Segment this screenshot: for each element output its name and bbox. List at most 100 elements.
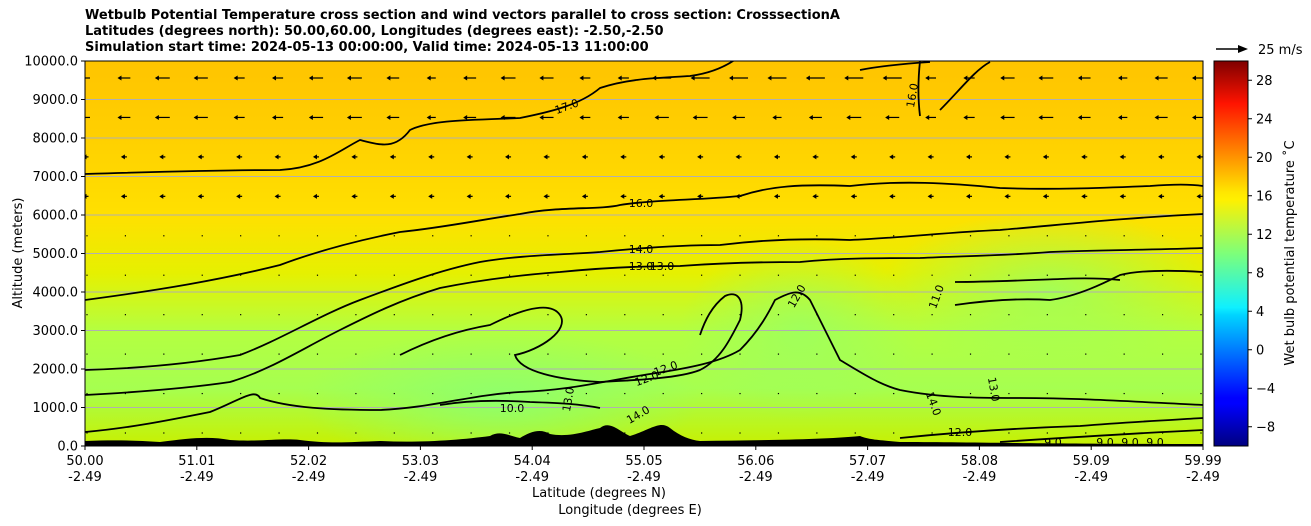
x-tick-label-lat: 56.06: [737, 454, 774, 469]
contour-label: 14.0: [629, 243, 654, 256]
x-tick-label-lon: -2.49: [515, 470, 549, 485]
x-tick-label-lat: 53.03: [402, 454, 439, 469]
wind-vector: [889, 154, 896, 160]
quiver-key-arrowhead-icon: [1238, 45, 1248, 53]
wind-vector: [1118, 114, 1128, 120]
wind-vector: [539, 75, 554, 81]
wind-vector: [850, 154, 857, 160]
colorbar-gradient: [1213, 60, 1249, 447]
contour-label: 10.0: [500, 402, 525, 415]
wind-vector: [197, 154, 204, 160]
x-tick-label-lon: -2.49: [68, 470, 102, 485]
wind-vector: [120, 193, 127, 199]
x-tick-label-lat: 52.02: [290, 454, 327, 469]
contour-line-10: [439, 399, 601, 409]
wind-vector: [966, 154, 973, 160]
wind-vector: [1042, 154, 1049, 160]
wind-vector: [927, 193, 934, 199]
wind-vector: [1192, 114, 1203, 120]
x-tick-label-lon: -2.49: [1186, 470, 1220, 485]
wind-vector: [885, 114, 900, 120]
colorbar-tick-label: −4: [1256, 382, 1275, 397]
wind-vector: [617, 114, 629, 120]
y-tick-label: 0.0: [57, 440, 78, 455]
wind-vector: [85, 116, 90, 119]
contour-label: 12.0: [948, 426, 973, 439]
y-tick-label: 4000.0: [33, 286, 79, 301]
contour-line-11: [954, 269, 1203, 306]
wind-vector: [1119, 154, 1126, 160]
wind-vector: [1038, 114, 1054, 120]
wind-vector: [1119, 193, 1126, 199]
colorbar-tick-label: −8: [1256, 420, 1275, 435]
wind-vector: [1081, 193, 1088, 199]
wind-vector: [1154, 114, 1168, 120]
wind-vector: [1000, 114, 1015, 120]
wind-vector: [351, 154, 358, 160]
wind-vector: [654, 114, 669, 120]
x-tick-label-lat: 59.99: [1184, 454, 1221, 469]
contour-line-9: [899, 417, 1203, 439]
x-tick-label-lat: 59.09: [1073, 454, 1110, 469]
x-tick-label-lon: -2.49: [1074, 470, 1108, 485]
wind-vector: [1038, 75, 1054, 81]
wind-vector: [193, 75, 208, 81]
wind-vector: [773, 193, 780, 199]
wind-vector: [925, 75, 937, 81]
wind-vector: [85, 77, 90, 79]
wind-vector: [1158, 154, 1165, 160]
contour-line-12-inner: [399, 293, 743, 383]
wind-vector: [1081, 154, 1088, 160]
wind-vector: [1004, 154, 1011, 160]
contour-line-16-top-b: [859, 61, 931, 71]
contour-label: 13.0: [629, 260, 654, 273]
wind-vector: [272, 114, 284, 120]
wind-vector: [500, 114, 516, 120]
contour-line-14: [85, 213, 1203, 371]
wind-vector: [312, 193, 319, 199]
wind-vector: [505, 154, 512, 160]
wind-vector: [272, 75, 284, 81]
wind-vector: [620, 154, 627, 160]
wind-vector: [193, 114, 208, 120]
contour-line-16: [85, 181, 1203, 301]
wind-vector: [1042, 193, 1049, 199]
contour-label: 13.0: [650, 260, 675, 273]
wind-vector: [697, 154, 704, 160]
wind-vector: [539, 114, 554, 120]
contour-label: 16.0: [904, 82, 921, 108]
wind-vector: [735, 193, 742, 199]
x-tick-label-lat: 55.05: [625, 454, 662, 469]
wind-vector: [312, 154, 319, 160]
wind-vector: [773, 154, 780, 160]
wind-vector: [732, 114, 745, 120]
wind-vector: [308, 114, 324, 120]
wind-vector: [233, 114, 245, 120]
wind-vector: [389, 154, 396, 160]
wind-vector: [346, 114, 362, 120]
x-tick-label-lon: -2.49: [404, 470, 438, 485]
wind-vector: [346, 75, 362, 81]
wind-vector: [159, 193, 166, 199]
wind-vector: [963, 114, 975, 120]
colorbar-tick-label: 16: [1256, 189, 1273, 204]
wind-vector: [233, 75, 245, 81]
colorbar-label: Wet bulb potential temperature ˚C: [1282, 140, 1298, 365]
wind-vector: [581, 154, 588, 160]
contour-line-12: [85, 291, 1203, 433]
y-axis-label: Altitude (meters): [11, 198, 26, 309]
colorbar: −8 −4 0 4 8 12 16 20 24 28 Wet bulb potential tem…: [1213, 60, 1298, 447]
wind-vector: [963, 75, 975, 81]
x-tick-label-lat: 54.04: [514, 454, 551, 469]
wind-vector: [1077, 114, 1091, 120]
wind-vector: [1192, 75, 1203, 81]
wind-vector: [428, 193, 435, 199]
cool-region: [300, 330, 700, 446]
wind-vector: [117, 75, 131, 81]
y-tick-label: 3000.0: [33, 324, 79, 339]
wind-vector: [197, 193, 204, 199]
wind-vector: [386, 114, 400, 120]
wind-vector: [697, 193, 704, 199]
colorbar-tick-label: 8: [1256, 266, 1264, 281]
x-tick-label-lon: -2.49: [292, 470, 326, 485]
